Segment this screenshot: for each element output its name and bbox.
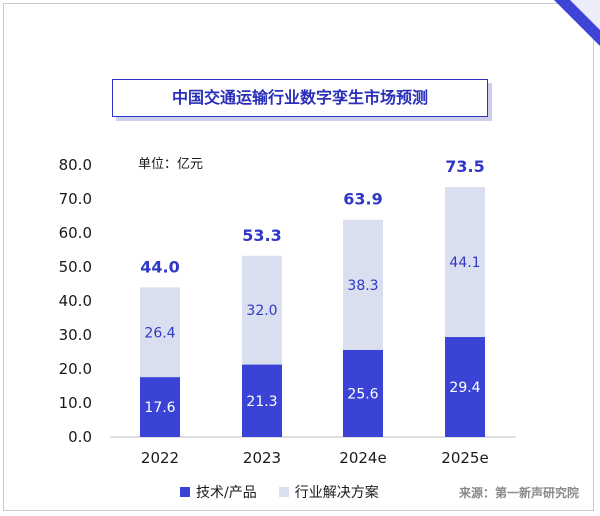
x-tick-label: 2023 [243, 449, 281, 467]
x-tick-label: 2022 [141, 449, 179, 467]
y-tick-label: 40.0 [59, 292, 92, 310]
outer-frame [3, 3, 594, 511]
y-tick-label: 20.0 [59, 360, 92, 378]
data-label-solution: 26.4 [144, 325, 175, 341]
data-label-total: 73.5 [445, 157, 484, 176]
bar-solution-2023 [242, 255, 282, 365]
bar-tech-2024e [343, 349, 383, 437]
data-label-tech: 29.4 [449, 380, 480, 396]
source-note: 来源：第一新声研究院 [459, 486, 580, 500]
y-tick-label: 80.0 [59, 156, 92, 174]
y-tick-label: 10.0 [59, 394, 92, 412]
bar-tech-2025e [445, 337, 485, 437]
legend-item-tech: 技术/产品 [180, 482, 257, 502]
data-label-solution: 44.1 [449, 255, 480, 271]
chart-title: 中国交通运输行业数字孪生市场预测 [112, 79, 488, 117]
legend-label-tech: 技术/产品 [196, 485, 257, 501]
data-label-tech: 17.6 [144, 400, 175, 416]
data-label-total: 44.0 [140, 257, 179, 276]
y-tick-label: 30.0 [59, 326, 92, 344]
bar-solution-2024e [343, 219, 383, 350]
bar-tech-2022 [140, 377, 180, 437]
bar-solution-2025e [445, 187, 485, 338]
data-label-solution: 38.3 [347, 278, 378, 294]
y-tick-label: 0.0 [68, 428, 92, 446]
x-tick-label: 2025e [441, 449, 488, 467]
bar-tech-2023 [242, 364, 282, 437]
legend-label-solution: 行业解决方案 [294, 485, 379, 501]
y-tick-label: 50.0 [59, 258, 92, 276]
x-tick-label: 2024e [339, 449, 386, 467]
legend-swatch-solution [278, 487, 289, 497]
unit-label: 单位：亿元 [138, 157, 204, 172]
bar-solution-2022 [140, 287, 180, 378]
legend-swatch-tech [180, 487, 190, 497]
data-label-solution: 32.0 [246, 303, 277, 319]
y-tick-label: 70.0 [59, 190, 92, 208]
data-label-total: 53.3 [242, 226, 281, 245]
data-label-tech: 21.3 [246, 394, 277, 410]
y-tick-label: 60.0 [59, 224, 92, 242]
legend-item-solution: 行业解决方案 [278, 482, 379, 502]
corner-decoration-inner [570, 0, 600, 30]
data-label-total: 63.9 [343, 190, 382, 209]
data-label-tech: 25.6 [347, 386, 378, 402]
legend: 技术/产品 行业解决方案 [180, 482, 401, 502]
